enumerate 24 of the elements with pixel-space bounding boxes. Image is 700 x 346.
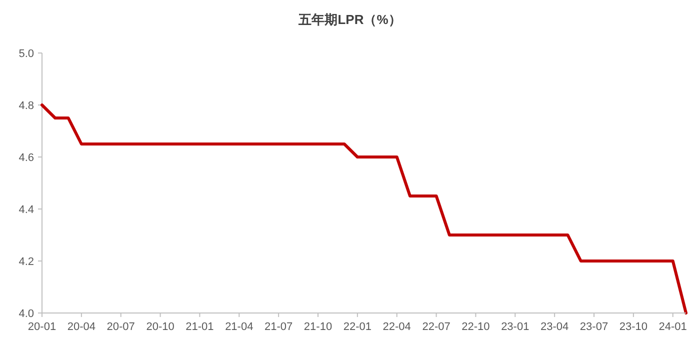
y-tick-label: 4.4 xyxy=(18,204,34,216)
y-tick-label: 4.8 xyxy=(18,100,34,112)
chart-title: 五年期LPR（%） xyxy=(298,12,402,27)
y-tick-label: 5.0 xyxy=(18,48,34,60)
x-tick-label: 22-07 xyxy=(422,321,450,333)
y-tick-label: 4.6 xyxy=(18,152,34,164)
x-tick-label: 20-07 xyxy=(106,321,135,333)
x-tick-label: 20-01 xyxy=(28,321,56,333)
x-tick-label: 21-07 xyxy=(264,321,293,333)
x-tick-label: 22-01 xyxy=(343,321,372,333)
x-tick-label: 21-01 xyxy=(186,321,214,333)
x-tick-label: 23-04 xyxy=(540,321,569,333)
x-tick-label: 21-04 xyxy=(225,321,254,333)
x-tick-label: 21-10 xyxy=(304,321,332,333)
x-tick-label: 23-10 xyxy=(619,321,648,333)
x-tick-label: 24-01 xyxy=(658,321,687,333)
x-tick-label: 22-10 xyxy=(462,321,490,333)
y-tick-label: 4.2 xyxy=(18,256,34,268)
y-tick-label: 4.0 xyxy=(18,308,34,320)
x-tick-label: 22-04 xyxy=(382,321,411,333)
x-tick-label: 20-10 xyxy=(146,321,174,333)
x-tick-label: 20-04 xyxy=(67,321,96,333)
x-tick-label: 23-07 xyxy=(580,321,608,333)
x-tick-label: 23-01 xyxy=(501,321,530,333)
